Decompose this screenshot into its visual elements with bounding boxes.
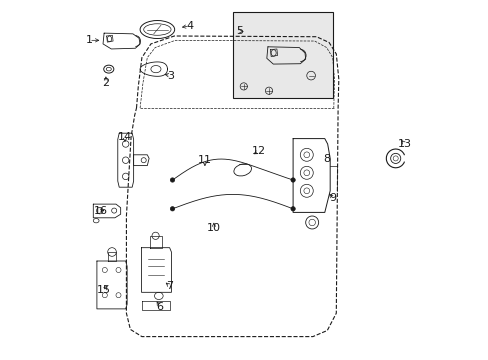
Text: 6: 6 <box>156 302 163 312</box>
Text: 1: 1 <box>85 35 92 45</box>
Text: 10: 10 <box>206 222 221 233</box>
Ellipse shape <box>170 207 174 211</box>
Text: 14: 14 <box>118 132 132 142</box>
Text: 15: 15 <box>97 285 111 295</box>
Text: 2: 2 <box>102 78 109 88</box>
Ellipse shape <box>290 207 295 211</box>
Text: 16: 16 <box>93 206 107 216</box>
Text: 13: 13 <box>397 139 411 149</box>
Text: 8: 8 <box>323 154 329 164</box>
Text: 11: 11 <box>198 155 211 165</box>
Text: 7: 7 <box>166 281 173 291</box>
Text: 9: 9 <box>328 193 336 203</box>
Text: 3: 3 <box>167 71 174 81</box>
Bar <box>232 12 332 98</box>
Ellipse shape <box>290 178 295 182</box>
Text: 5: 5 <box>236 26 243 36</box>
Ellipse shape <box>170 178 174 182</box>
Text: 12: 12 <box>251 146 265 156</box>
Text: 4: 4 <box>186 21 193 31</box>
